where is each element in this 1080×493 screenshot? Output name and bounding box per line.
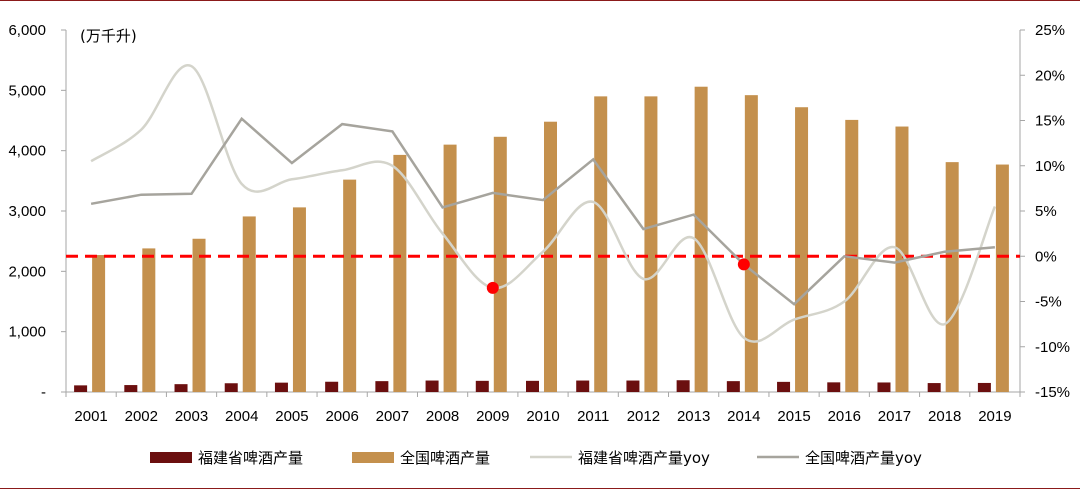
- x-tick-label: 2009: [476, 408, 509, 425]
- y-left-tick-label: 5,000: [8, 82, 46, 99]
- x-tick-label: 2017: [878, 408, 911, 425]
- legend-swatch-1: [352, 452, 394, 463]
- bar-national-2002: [142, 248, 156, 392]
- highlight-points: [486, 258, 750, 294]
- series-lines: [90, 64, 997, 343]
- x-tick-label: 2014: [727, 408, 760, 425]
- y-left-tick-label: 2,000: [8, 263, 46, 280]
- x-tick-label: 2015: [777, 408, 810, 425]
- axes: [61, 29, 1025, 397]
- bar-national-2008: [443, 144, 457, 392]
- line-fujian-yoy: [90, 64, 997, 343]
- bar-fujian-2013: [676, 380, 690, 392]
- highlight-point-2009: [486, 281, 499, 294]
- y-right-tick-label: 15%: [1035, 113, 1065, 130]
- y-left-tick-label: 3,000: [8, 203, 46, 220]
- bar-national-2019: [995, 164, 1009, 392]
- bar-national-2011: [594, 96, 608, 392]
- bar-national-2014: [744, 95, 758, 392]
- y-right-tick-label: -5%: [1035, 294, 1062, 311]
- x-tick-label: 2004: [225, 408, 258, 425]
- bar-fujian-2004: [224, 383, 238, 392]
- y-right-tick-label: 10%: [1035, 158, 1065, 175]
- top-border: [0, 0, 1080, 1]
- legend-label-3: 全国啤酒产量yoy: [805, 449, 922, 467]
- bar-fujian-2011: [576, 380, 590, 392]
- bar-fujian-2014: [726, 381, 740, 392]
- bar-national-2017: [895, 126, 909, 393]
- bar-national-2012: [644, 96, 658, 392]
- y-right-tick-label: 0%: [1035, 248, 1057, 265]
- y-left-tick-label: 6,000: [8, 22, 46, 39]
- legend: 福建省啤酒产量 全国啤酒产量 福建省啤酒产量yoy 全国啤酒产量yoy: [150, 449, 922, 467]
- bar-fujian-2012: [626, 380, 640, 392]
- y-right-tick-label: 25%: [1035, 22, 1065, 39]
- y-left-tick-label: 4,000: [8, 143, 46, 160]
- bar-fujian-2017: [877, 382, 891, 392]
- legend-swatch-0: [150, 452, 192, 463]
- x-tick-label: 2003: [175, 408, 208, 425]
- legend-label-1: 全国啤酒产量: [400, 449, 490, 467]
- x-tick-label: 2011: [577, 408, 609, 425]
- bar-fujian-2009: [475, 380, 489, 392]
- y-left-tick-label: -: [41, 384, 46, 401]
- bar-national-2001: [92, 255, 106, 392]
- bar-national-2003: [192, 238, 206, 392]
- x-tick-label: 2007: [376, 408, 409, 425]
- x-tick-label: 2013: [677, 408, 710, 425]
- bar-fujian-2006: [325, 381, 339, 392]
- tick-labels: - 1,000 2,000 3,000 4,000 5,000 6,000 -15% -10% -…: [8, 22, 1070, 425]
- bar-fujian-2018: [927, 383, 941, 392]
- y-left-tick-label: 1,000: [8, 324, 46, 341]
- bar-national-2006: [343, 179, 357, 392]
- bar-fujian-2016: [827, 382, 841, 392]
- highlight-point-2014: [737, 258, 750, 271]
- x-tick-label: 2006: [325, 408, 358, 425]
- bar-national-2013: [694, 86, 708, 393]
- bars: [74, 86, 1009, 393]
- y-right-tick-label: 20%: [1035, 67, 1065, 84]
- y-right-tick-label: 5%: [1035, 203, 1057, 220]
- bar-national-2007: [393, 154, 407, 392]
- x-tick-label: 2018: [928, 408, 961, 425]
- bar-fujian-2007: [375, 381, 389, 392]
- x-tick-label: 2019: [978, 408, 1011, 425]
- bar-fujian-2010: [526, 380, 539, 392]
- x-tick-label: 2016: [828, 408, 861, 425]
- x-tick-label: 2012: [627, 408, 660, 425]
- unit-label: (万千升): [80, 27, 137, 45]
- bottom-border: [0, 488, 1080, 489]
- bar-fujian-2003: [174, 384, 188, 392]
- legend-label-0: 福建省啤酒产量: [198, 449, 303, 467]
- bar-national-2015: [795, 107, 809, 392]
- bar-national-2009: [493, 136, 507, 392]
- line-national-yoy: [90, 116, 996, 306]
- bar-fujian-2015: [777, 381, 791, 392]
- bar-fujian-2002: [124, 385, 138, 392]
- x-tick-label: 2008: [426, 408, 459, 425]
- bar-fujian-2001: [74, 385, 88, 392]
- bar-fujian-2008: [425, 380, 439, 392]
- bar-national-2004: [242, 216, 256, 392]
- x-tick-label: 2001: [74, 408, 107, 425]
- bar-fujian-2019: [977, 382, 991, 392]
- x-tick-label: 2002: [125, 408, 158, 425]
- bar-fujian-2005: [274, 382, 288, 392]
- x-tick-label: 2005: [275, 408, 308, 425]
- x-tick-label: 2010: [526, 408, 559, 425]
- y-right-tick-label: -10%: [1035, 339, 1070, 356]
- bar-national-2005: [292, 207, 306, 392]
- y-right-tick-label: -15%: [1035, 384, 1070, 401]
- legend-label-2: 福建省啤酒产量yoy: [578, 449, 710, 467]
- bar-national-2018: [945, 162, 959, 392]
